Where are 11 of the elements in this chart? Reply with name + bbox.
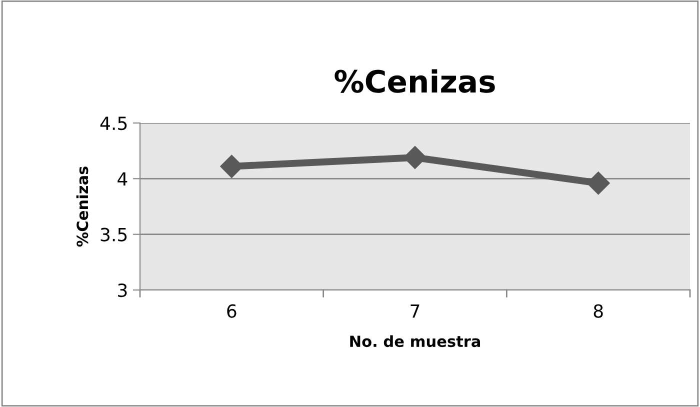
x-tick-label: 7 bbox=[410, 304, 420, 318]
chart-title: %Cenizas bbox=[334, 69, 495, 93]
y-tick-label: 3.5 bbox=[100, 228, 127, 242]
x-tick-label: 8 bbox=[594, 304, 603, 318]
x-axis-title: No. de muestra bbox=[350, 335, 480, 348]
y-axis-title: %Cenizas bbox=[76, 166, 88, 247]
x-tick-label: 6 bbox=[227, 304, 236, 318]
y-tick-label: 3 bbox=[118, 283, 127, 298]
point bbox=[586, 172, 610, 195]
y-tick-label: 4.5 bbox=[100, 116, 127, 130]
y-tick-label: 4 bbox=[118, 172, 128, 186]
